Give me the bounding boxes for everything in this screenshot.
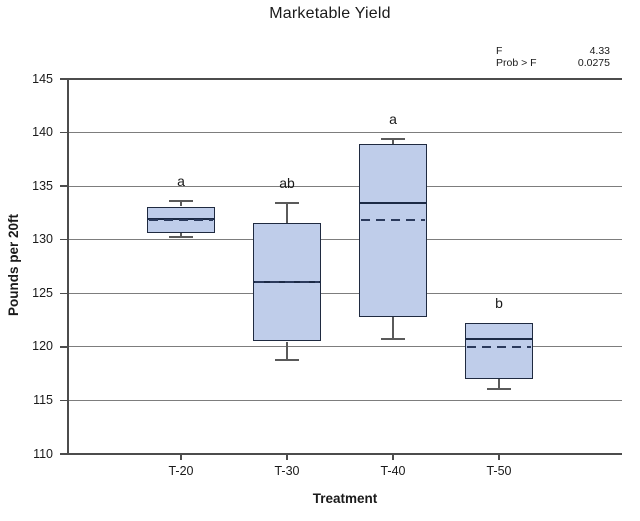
stat-row-prob: Prob > F 0.0275 xyxy=(496,57,610,69)
upper-whisker-cap xyxy=(381,138,405,140)
x-tick-label: T-50 xyxy=(486,464,512,478)
x-tick-mark xyxy=(286,454,288,460)
x-axis-title: Treatment xyxy=(312,491,378,506)
chart-title: Marketable Yield xyxy=(269,5,391,22)
x-tick-label: T-40 xyxy=(380,464,406,478)
anova-stats: F 4.33 Prob > F 0.0275 xyxy=(496,45,610,69)
significance-letter: a xyxy=(389,111,397,127)
y-axis-line xyxy=(67,78,69,455)
y-tick-label: 145 xyxy=(32,71,53,86)
upper-whisker-line xyxy=(392,139,394,145)
x-tick-mark xyxy=(498,454,500,460)
x-tick-label: T-30 xyxy=(274,464,300,478)
upper-whisker-cap xyxy=(169,200,193,203)
stat-value: 4.33 xyxy=(589,45,610,57)
stat-row-f: F 4.33 xyxy=(496,45,610,57)
lower-whisker-line xyxy=(286,341,288,360)
gridline xyxy=(68,346,622,348)
significance-letter: b xyxy=(495,295,503,312)
mean-dashed-line xyxy=(255,280,319,283)
y-tick-mark xyxy=(60,399,68,402)
y-tick-mark xyxy=(60,185,68,187)
y-tick-label: 130 xyxy=(32,232,53,247)
lower-whisker-line xyxy=(498,379,500,389)
y-tick-mark xyxy=(60,453,68,455)
mean-dashed-line xyxy=(149,219,213,222)
lower-whisker-cap xyxy=(381,338,405,341)
stat-value: 0.0275 xyxy=(577,57,610,69)
y-tick-label: 140 xyxy=(32,125,53,140)
lower-whisker-line xyxy=(180,233,182,237)
lower-whisker-line xyxy=(392,316,394,340)
median-line xyxy=(465,338,533,341)
y-tick-mark xyxy=(60,292,68,295)
y-tick-label: 125 xyxy=(32,285,53,300)
y-tick-mark xyxy=(60,78,68,80)
gridline xyxy=(68,185,622,187)
upper-whisker-line xyxy=(180,201,182,207)
significance-letter: ab xyxy=(279,175,295,192)
y-tick-label: 115 xyxy=(33,392,53,407)
upper-whisker-line xyxy=(286,203,288,223)
y-tick-label: 135 xyxy=(32,178,53,193)
lower-whisker-cap xyxy=(487,387,511,390)
y-tick-label: 110 xyxy=(33,446,53,461)
box-t-40 xyxy=(359,144,427,317)
box-t-50 xyxy=(465,323,533,379)
y-tick-mark xyxy=(60,131,68,134)
stat-label: F xyxy=(496,45,503,57)
median-line xyxy=(147,218,215,221)
y-tick-mark xyxy=(60,346,68,348)
gridline xyxy=(68,399,622,401)
gridline xyxy=(68,239,622,241)
significance-letter: a xyxy=(177,173,185,190)
lower-whisker-cap xyxy=(169,235,193,238)
lower-whisker-cap xyxy=(275,358,299,361)
x-tick-mark xyxy=(392,454,394,460)
mean-dashed-line xyxy=(361,219,425,222)
mean-dashed-line xyxy=(467,345,531,348)
x-tick-label: T-20 xyxy=(168,464,194,478)
x-axis-line xyxy=(68,453,622,455)
y-tick-mark xyxy=(60,238,68,241)
upper-whisker-cap xyxy=(275,202,299,205)
median-line xyxy=(359,202,427,205)
stat-label: Prob > F xyxy=(496,57,537,69)
gridline xyxy=(68,132,622,134)
x-tick-mark xyxy=(180,454,182,460)
y-tick-label: 120 xyxy=(32,339,53,354)
x-axis-top-line xyxy=(68,78,622,80)
gridline xyxy=(68,292,622,294)
y-axis-title: Pounds per 20ft xyxy=(6,214,21,317)
